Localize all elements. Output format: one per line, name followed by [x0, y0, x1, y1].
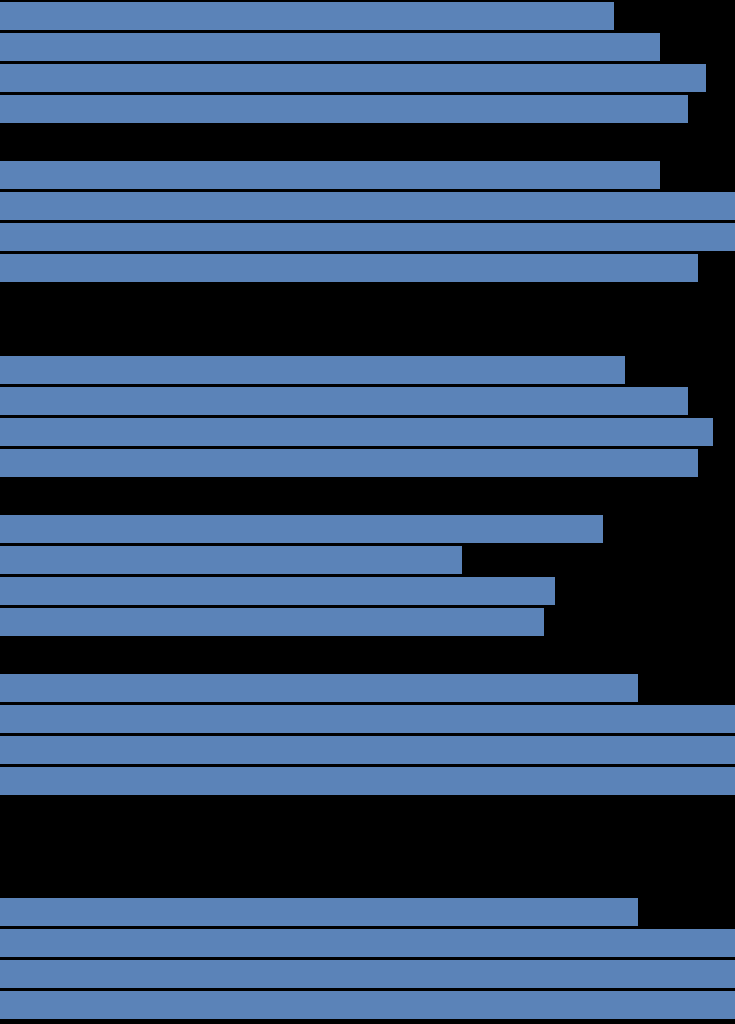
- Bar: [0, 254, 698, 282]
- Bar: [0, 929, 735, 957]
- Bar: [0, 705, 735, 733]
- Bar: [0, 898, 638, 926]
- Bar: [0, 387, 688, 415]
- Bar: [0, 674, 638, 702]
- Bar: [0, 95, 688, 123]
- Bar: [0, 63, 706, 92]
- Bar: [0, 991, 735, 1019]
- Bar: [0, 356, 625, 384]
- Bar: [0, 418, 713, 446]
- Bar: [0, 767, 735, 795]
- Bar: [0, 546, 462, 574]
- Bar: [0, 449, 698, 477]
- Bar: [0, 193, 735, 220]
- Bar: [0, 223, 735, 251]
- Bar: [0, 961, 735, 988]
- Bar: [0, 161, 660, 189]
- Bar: [0, 2, 614, 30]
- Bar: [0, 577, 555, 605]
- Bar: [0, 515, 603, 543]
- Bar: [0, 33, 660, 61]
- Bar: [0, 608, 544, 636]
- Bar: [0, 736, 735, 764]
